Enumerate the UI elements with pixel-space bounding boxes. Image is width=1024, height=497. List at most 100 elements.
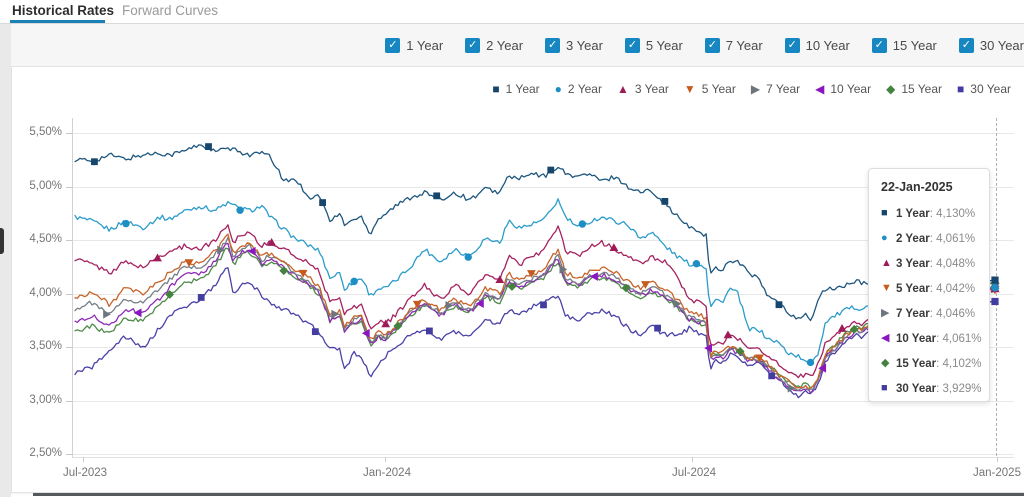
tooltip-row-10-year: ◀ 10 Year: 4,061%	[881, 326, 982, 351]
checkbox-checked-icon[interactable]: ✓	[958, 38, 974, 53]
tooltip-series-label: 7 Year	[896, 307, 930, 320]
x-axis-label: Jul-2023	[62, 467, 108, 479]
left-edge-notch	[0, 228, 4, 254]
tooltip-row-2-year: ● 2 Year: 4,061%	[881, 226, 977, 251]
legend-item-15-year[interactable]: ◆ 15 Year	[886, 82, 942, 96]
checkbox-2-year[interactable]: ✓ 2 Year	[465, 38, 523, 53]
checkbox-label: 5 Year	[645, 38, 683, 53]
legend-item-7-year[interactable]: ▶ 7 Year	[751, 82, 800, 96]
hover-crosshair-line	[996, 118, 997, 456]
checkbox-5-year[interactable]: ✓ 5 Year	[624, 38, 683, 53]
checkbox-15-year[interactable]: ✓ 15 Year	[871, 38, 937, 53]
checkbox-label: 3 Year	[566, 38, 603, 53]
tooltip-series-value: : 4,130%	[929, 207, 976, 220]
diamond-marker-icon: ◆	[886, 82, 896, 96]
hover-tooltip: 22-Jan-2025 ■ 1 Year: 4,130% ● 2 Year: 4,06…	[868, 168, 990, 402]
legend-label: 2 Year	[567, 82, 602, 96]
legend-label: 15 Year	[901, 82, 943, 96]
circle-marker-icon: ●	[881, 232, 888, 244]
tooltip-series-value: : 4,061%	[929, 232, 976, 245]
tooltip-series-value: : 4,061%	[936, 332, 982, 345]
legend-item-1-year[interactable]: ■ 1 Year	[492, 82, 539, 96]
tooltip-row-30-year: ■ 30 Year: 3,929%	[881, 376, 982, 401]
checkbox-checked-icon[interactable]: ✓	[385, 38, 401, 53]
x-axis-label: Jul-2024	[671, 467, 717, 479]
tab-forward-curves[interactable]: Forward Curves	[122, 3, 219, 18]
checkbox-label: 15 Year	[892, 38, 937, 53]
left-gutter	[0, 24, 11, 497]
tooltip-series-label: 10 Year	[896, 332, 937, 345]
y-axis-label: 3,50%	[29, 340, 62, 352]
triangle-up-marker-icon: ▲	[616, 82, 629, 96]
chart-legend: ■ 1 Year ● 2 Year ▲ 3 Year ▼ 5 Year ▶ 7 Year ◀ 10 Y…	[492, 82, 1011, 96]
legend-label: 5 Year	[701, 82, 736, 96]
legend-item-2-year[interactable]: ● 2 Year	[555, 82, 602, 96]
checkbox-checked-icon[interactable]: ✓	[465, 38, 481, 53]
tooltip-row-5-year: ▼ 5 Year: 4,042%	[881, 276, 977, 301]
legend-label: 7 Year	[766, 82, 801, 96]
checkbox-label: 10 Year	[805, 38, 850, 53]
checkbox-7-year[interactable]: ✓ 7 Year	[704, 38, 763, 53]
tooltip-series-value: : 3,929%	[936, 382, 982, 395]
checkbox-1-year[interactable]: ✓ 1 Year	[385, 38, 443, 53]
tooltip-series-label: 2 Year	[896, 232, 930, 245]
tooltip-row-7-year: ▶ 7 Year: 4,046%	[881, 301, 977, 326]
circle-marker-icon: ●	[554, 82, 562, 96]
triangle-up-marker-icon: ▲	[881, 257, 892, 269]
checkbox-label: 30 Year	[979, 38, 1024, 53]
diamond-marker-icon: ◆	[881, 357, 890, 369]
square-marker-icon: ■	[881, 207, 888, 219]
y-axis-label: 4,00%	[29, 287, 62, 299]
tab-historical-rates[interactable]: Historical Rates	[12, 3, 115, 18]
x-axis-tick	[997, 457, 998, 462]
x-axis-line	[72, 457, 1014, 458]
y-axis-tick	[66, 187, 72, 188]
maturity-checkbox-row: ✓ 1 Year ✓ 2 Year ✓ 3 Year ✓ 5 Year ✓ 7 Year ✓ 10 Y…	[385, 37, 1024, 54]
tooltip-series-label: 5 Year	[896, 282, 930, 295]
checkbox-30-year[interactable]: ✓ 30 Year	[958, 38, 1024, 53]
legend-item-30-year[interactable]: ■ 30 Year	[957, 82, 1011, 96]
active-tab-underline	[10, 20, 105, 23]
tooltip-series-value: : 4,102%	[936, 357, 982, 370]
x-axis-tick	[692, 457, 693, 462]
tooltip-series-value: : 4,042%	[929, 282, 976, 295]
triangle-left-marker-icon: ◀	[881, 332, 890, 344]
gridline	[72, 133, 1014, 134]
y-axis-label: 4,50%	[29, 233, 62, 245]
checkbox-10-year[interactable]: ✓ 10 Year	[784, 38, 850, 53]
square-marker-icon: ■	[957, 82, 965, 96]
legend-label: 30 Year	[970, 82, 1011, 96]
x-axis-tick	[83, 457, 84, 462]
y-axis-tick	[66, 294, 72, 295]
legend-label: 3 Year	[634, 82, 669, 96]
gridline	[72, 454, 1014, 455]
tooltip-row-3-year: ▲ 3 Year: 4,048%	[881, 251, 977, 276]
y-axis-label: 5,00%	[29, 180, 62, 192]
triangle-down-marker-icon: ▼	[881, 282, 892, 294]
x-axis-tick	[385, 457, 386, 462]
y-axis-tick	[66, 454, 72, 455]
checkbox-label: 1 Year	[406, 38, 444, 53]
checkbox-checked-icon[interactable]: ✓	[545, 38, 561, 53]
y-axis-label: 5,50%	[29, 126, 62, 138]
legend-item-10-year[interactable]: ◀ 10 Year	[815, 82, 871, 96]
legend-item-3-year[interactable]: ▲ 3 Year	[617, 82, 669, 96]
checkbox-checked-icon[interactable]: ✓	[704, 38, 720, 53]
y-axis-tick	[66, 347, 72, 348]
triangle-down-marker-icon: ▼	[683, 82, 696, 96]
checkbox-label: 7 Year	[725, 38, 763, 53]
legend-item-5-year[interactable]: ▼ 5 Year	[684, 82, 736, 96]
tooltip-series-label: 15 Year	[896, 357, 937, 370]
checkbox-checked-icon[interactable]: ✓	[871, 38, 887, 53]
checkbox-label: 2 Year	[486, 38, 524, 53]
triangle-left-marker-icon: ◀	[815, 82, 825, 96]
checkbox-checked-icon[interactable]: ✓	[624, 38, 640, 53]
y-axis-label: 3,00%	[29, 394, 62, 406]
filter-band: ✓ 1 Year ✓ 2 Year ✓ 3 Year ✓ 5 Year ✓ 7 Year ✓ 10 Y…	[11, 24, 1024, 66]
x-axis-label: Jan-2024	[363, 467, 411, 479]
y-axis-label: 2,50%	[29, 447, 62, 459]
checkbox-checked-icon[interactable]: ✓	[784, 38, 800, 53]
checkbox-3-year[interactable]: ✓ 3 Year	[545, 38, 603, 53]
legend-label: 10 Year	[830, 82, 872, 96]
